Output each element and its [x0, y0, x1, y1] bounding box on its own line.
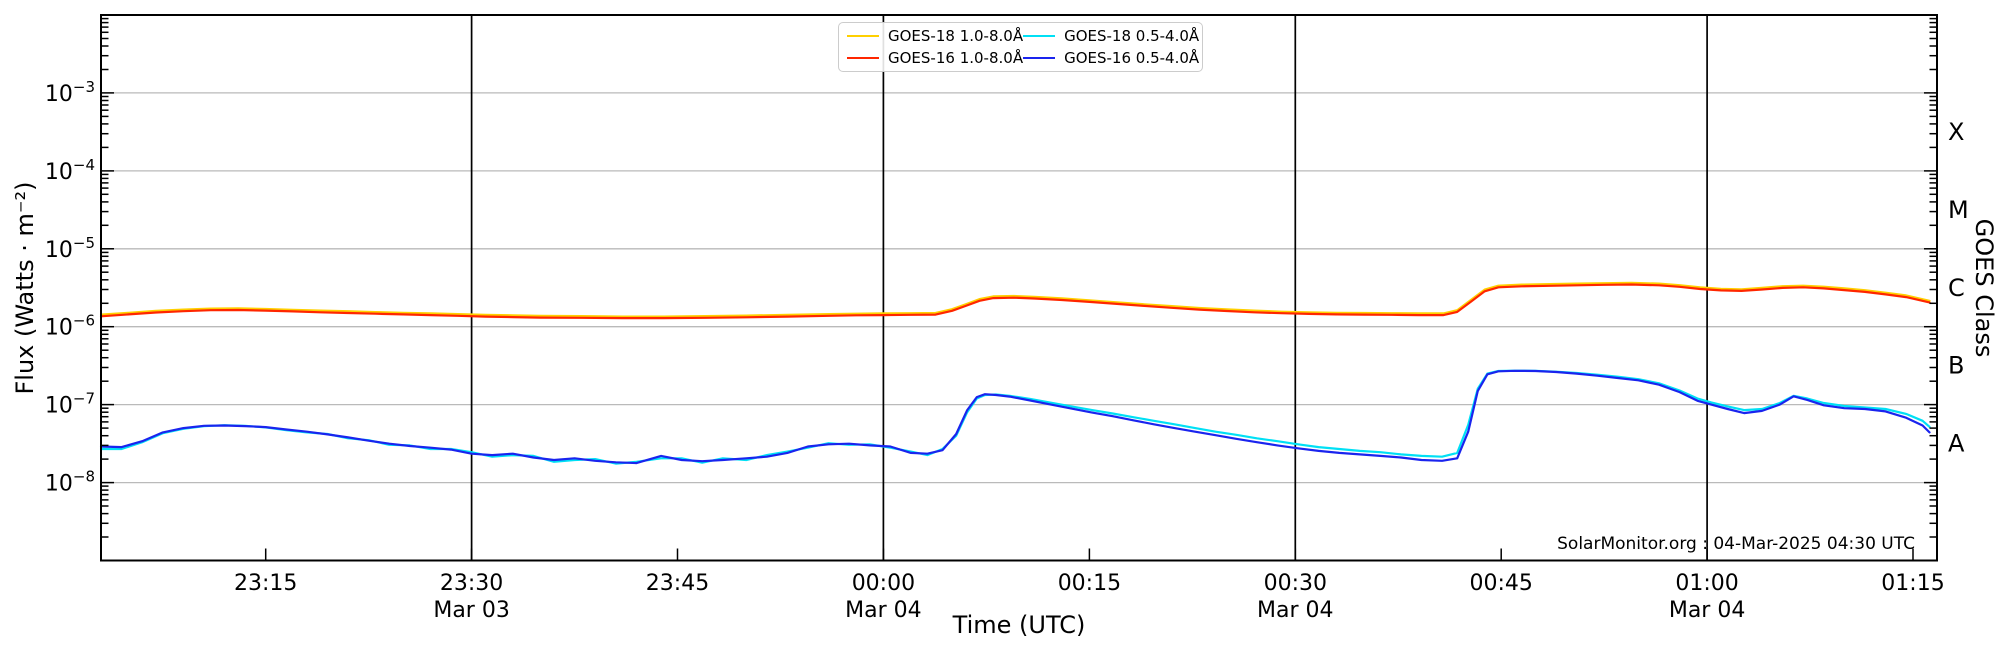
legend-swatch-goes16-long — [847, 57, 879, 59]
y-axis-label: Flux (Watts · m⁻²) — [11, 181, 39, 395]
x-tick-label: 23:30 — [440, 571, 503, 596]
y-tick-label: 10−6 — [45, 312, 95, 341]
x-tick-label: 00:30 — [1264, 571, 1327, 596]
legend-label-goes16-long: GOES-16 1.0-8.0Å — [888, 49, 1024, 67]
right-axis-label: GOES Class — [1970, 218, 1998, 358]
legend-swatch-goes16-short — [1023, 57, 1056, 59]
solarmonitor-watermark: SolarMonitor.org : 04-Mar-2025 04:30 UTC — [1557, 534, 1915, 554]
x-tick-date-label: Mar 04 — [1669, 598, 1746, 623]
legend-item-goes16-short: GOES-16 0.5-4.0Å — [1023, 49, 1199, 67]
x-tick-label: 00:45 — [1469, 571, 1532, 596]
y-tick-label: 10−3 — [45, 78, 95, 107]
legend-label-goes18-short: GOES-18 0.5-4.0Å — [1064, 27, 1200, 45]
y-tick-label: 10−4 — [45, 156, 95, 185]
flux-curve-1 — [99, 283, 1931, 320]
x-tick-label: 01:15 — [1881, 571, 1944, 596]
y-tick-label: 10−5 — [45, 234, 95, 263]
legend-box: GOES-18 1.0-8.0Å GOES-16 1.0-8.0Å GOES-1… — [838, 22, 1203, 72]
legend-swatch-goes18-long — [847, 35, 879, 37]
x-tick-label: 01:00 — [1675, 571, 1738, 596]
goes-class-letter-X: X — [1948, 118, 1964, 146]
goes-class-letter-B: B — [1948, 352, 1964, 380]
flux-curve-0 — [99, 281, 1931, 318]
x-tick-label: 23:45 — [646, 571, 709, 596]
legend-label-goes18-long: GOES-18 1.0-8.0Å — [888, 27, 1024, 45]
legend-item-goes18-long: GOES-18 1.0-8.0Å — [847, 27, 1023, 45]
x-tick-date-label: Mar 04 — [1257, 598, 1334, 623]
legend-label-goes16-short: GOES-16 0.5-4.0Å — [1064, 49, 1200, 67]
x-tick-label: 00:00 — [852, 571, 915, 596]
y-tick-label: 10−8 — [45, 468, 95, 497]
x-axis-label: Time (UTC) — [952, 611, 1086, 639]
goes-class-letter-A: A — [1948, 430, 1965, 458]
flux-curve-3 — [99, 369, 1931, 465]
x-tick-label: 23:15 — [234, 571, 297, 596]
y-tick-label: 10−7 — [45, 390, 95, 419]
x-tick-label: 00:15 — [1058, 571, 1121, 596]
plot-frame — [100, 14, 1938, 562]
legend-item-goes18-short: GOES-18 0.5-4.0Å — [1023, 27, 1199, 45]
goes-class-letter-M: M — [1948, 196, 1969, 224]
legend-item-goes16-long: GOES-16 1.0-8.0Å — [847, 49, 1023, 67]
legend-swatch-goes18-short — [1023, 35, 1056, 37]
goes-class-letter-C: C — [1948, 274, 1965, 302]
x-tick-date-label: Mar 03 — [433, 598, 510, 623]
x-tick-date-label: Mar 04 — [845, 598, 922, 623]
